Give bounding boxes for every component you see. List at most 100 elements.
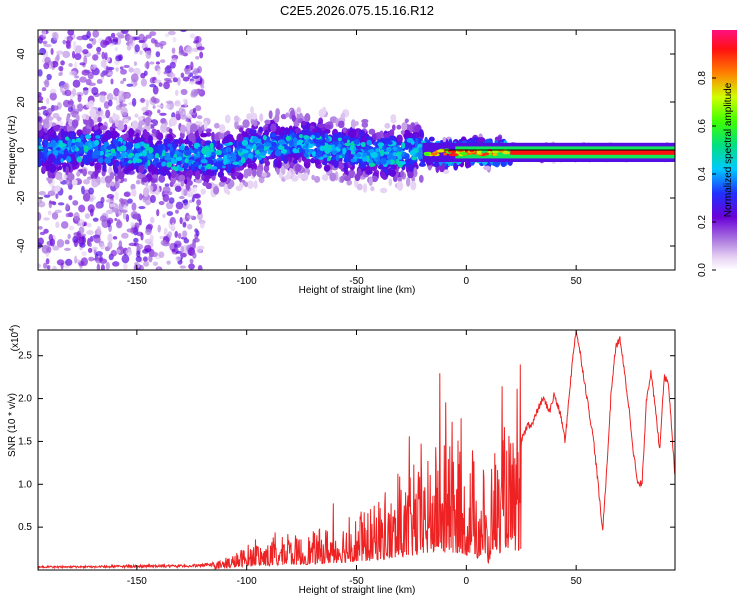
heatmap-noise-blob [133,81,138,86]
heatmap-band-blob [123,124,128,131]
heatmap-noise-blob [54,209,62,214]
heatmap-noise-blob [41,245,49,249]
heatmap-noise-blob [182,221,187,228]
heatmap-noise-blob [92,30,100,38]
heatmap-band-blob [124,168,129,175]
heatmap-noise-blob [106,93,114,102]
heatmap-noise-blob [64,247,71,252]
heatmap-noise-blob [64,239,70,245]
heatmap-core-blob [320,142,325,146]
heatmap-band-blob [427,164,432,171]
heatmap-band-blob [246,113,252,120]
heatmap-noise-blob [99,94,106,103]
heatmap-core-blob [117,140,122,148]
heatmap-band-blob [342,127,347,133]
heatmap-noise-blob [107,241,113,250]
heatmap-noise-blob [194,228,198,233]
heatmap-noise-blob [38,225,43,230]
heatmap-noise-blob [96,51,101,55]
heatmap-noise-blob [116,218,121,226]
heatmap-noise-blob [181,188,185,197]
heatmap-band-blob [242,119,250,129]
heatmap-band-blob [42,156,47,163]
heatmap-noise-blob [110,32,116,38]
heatmap-noise-blob [116,32,125,37]
heatmap-noise-blob [38,190,46,196]
heatmap-core-blob [404,153,410,160]
heatmap-noise-blob [120,30,129,34]
heatmap-core-blob [94,139,100,146]
heatmap-noise-blob [140,78,148,87]
heatmap-noise-blob [95,251,103,257]
heatmap-band-blob [312,128,319,133]
heatmap-noise-blob [179,30,187,33]
heatmap-band-blob [261,172,268,178]
heatmap-band-blob [217,162,223,170]
heatmap-band-blob [356,183,363,191]
heatmap-noise-blob [193,186,197,193]
heatmap-noise-blob [149,61,155,65]
heatmap-band-blob [138,120,145,126]
heatmap-noise-blob [154,79,162,84]
heatmap-noise-blob [156,209,160,217]
heatmap-band-blob [54,185,61,192]
heatmap-noise-blob [196,205,200,211]
heatmap-band-blob [148,135,153,143]
heatmap-core-blob [134,143,140,149]
heatmap-noise-blob [175,250,183,254]
heatmap-core-blob [331,150,339,154]
heatmap-noise-blob [145,50,152,59]
heatmap-noise-blob [49,238,56,247]
heatmap-band-blob [405,177,411,187]
heatmap-band-blob [56,116,62,122]
heatmap-band-blob [411,176,416,182]
heatmap-band-blob [442,136,447,143]
heatmap-band-blob [70,133,75,141]
heatmap-noise-blob [81,185,85,195]
heatmap-noise-blob [159,235,164,240]
heatmap-noise-blob [133,61,137,66]
top-y-tick-label: -40 [16,238,27,253]
heatmap-noise-blob [60,221,69,229]
heatmap-noise-blob [196,46,205,51]
heatmap-band-blob [323,164,331,172]
heatmap-band-blob [303,130,310,136]
heatmap-band-blob [243,170,249,179]
heatmap-noise-blob [134,44,140,53]
heatmap-band-blob [103,137,108,143]
heatmap-band-blob [251,168,257,177]
heatmap-noise-blob [60,60,65,66]
heatmap-core-blob [350,158,355,163]
heatmap-band-blob [380,187,388,194]
heatmap-core-blob [178,167,183,171]
heatmap-core-blob [392,146,398,151]
heatmap-band-blob [396,181,404,191]
heatmap-band-blob [361,118,369,124]
heatmap-noise-blob [100,60,107,68]
heatmap-band-blob [152,170,159,176]
heatmap-noise-blob [43,194,51,198]
heatmap-noise-blob [68,194,73,201]
heatmap-core-blob [262,134,267,141]
heatmap-noise-blob [38,95,44,102]
heatmap-band-blob [211,131,216,142]
heatmap-core-blob [285,135,291,141]
heatmap-band-blob [41,165,47,172]
heatmap-noise-blob [56,50,64,55]
heatmap-noise-blob [74,255,78,264]
heatmap-noise-blob [191,75,200,79]
heatmap-noise-blob [44,56,51,64]
heatmap-noise-blob [38,36,44,44]
heatmap-core-blob [181,158,185,165]
heatmap-core-blob [83,145,89,153]
heatmap-core-blob [59,140,63,144]
heatmap-band-blob [194,130,200,139]
heatmap-noise-blob [171,112,176,119]
heatmap-noise-blob [96,46,102,53]
heatmap-band-blob [67,172,75,181]
heatmap-band-blob [204,174,212,180]
heatmap-noise-blob [78,204,86,213]
heatmap-noise-blob [113,96,118,101]
heatmap-noise-blob [189,80,196,85]
heatmap-core-blob [315,143,321,148]
